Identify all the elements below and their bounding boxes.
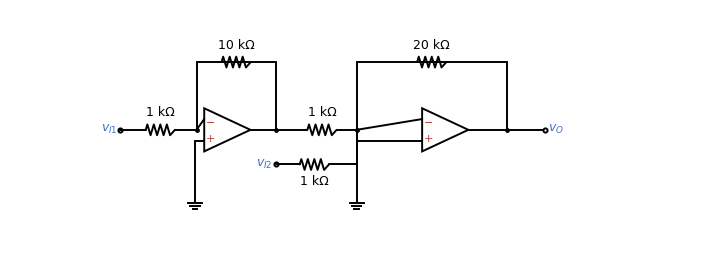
Text: 10 kΩ: 10 kΩ: [218, 39, 255, 52]
Text: $v_O$: $v_O$: [548, 123, 564, 136]
Text: 1 kΩ: 1 kΩ: [308, 106, 336, 119]
Text: 1 kΩ: 1 kΩ: [300, 175, 328, 188]
Text: $v_{I1}$: $v_{I1}$: [101, 123, 117, 136]
Text: $+$: $+$: [423, 133, 433, 144]
Text: 1 kΩ: 1 kΩ: [146, 106, 175, 119]
Text: $-$: $-$: [423, 116, 433, 126]
Text: $+$: $+$: [206, 133, 216, 144]
Text: $v_{I2}$: $v_{I2}$: [256, 158, 273, 171]
Text: $-$: $-$: [206, 116, 216, 126]
Text: 20 kΩ: 20 kΩ: [413, 39, 450, 52]
